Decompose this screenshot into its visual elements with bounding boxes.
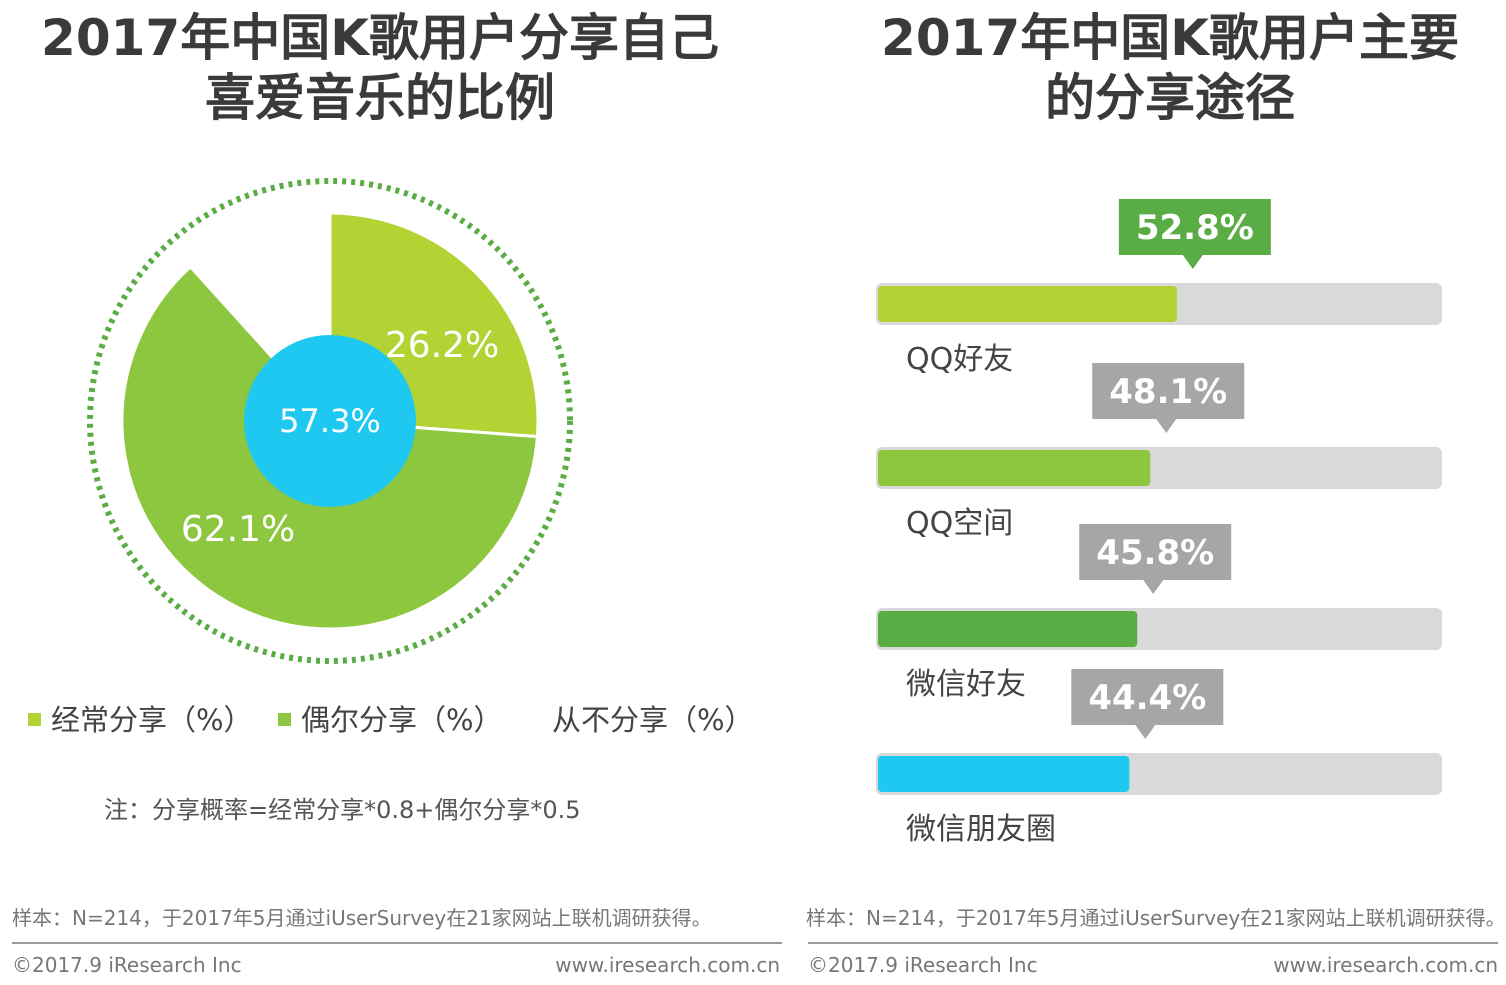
slice-label-sometimes: 62.1% bbox=[181, 509, 295, 550]
value-callout-wechat-moments bbox=[1071, 669, 1224, 725]
left-panel: 2017年中国K歌用户分享自己 喜爱音乐的比例 57.3% 26.2% 62.1… bbox=[12, 8, 788, 977]
donut-dotted-border bbox=[87, 178, 573, 664]
category-label-wechat-friends: 微信好友 bbox=[906, 667, 1026, 702]
left-chart-title: 2017年中国K歌用户分享自己 喜爱音乐的比例 bbox=[30, 8, 730, 128]
left-footer-sample: 样本：N=214，于2017年5月通过iUserSurvey在21家网站上联机调… bbox=[12, 906, 712, 930]
bar-fill-qq-friends bbox=[878, 286, 1177, 322]
left-footer-copyright: ©2017.9 iResearch Inc bbox=[12, 953, 242, 977]
right-title-line-1: 2017年中国K歌用户主要 bbox=[881, 9, 1459, 67]
left-footer-url: www.iresearch.com.cn bbox=[555, 953, 780, 977]
category-label-qq-zone: QQ空间 bbox=[906, 506, 1013, 541]
legend-label-never: 从不分享（%） bbox=[552, 703, 754, 737]
value-callout-pointer-qq-zone bbox=[1156, 419, 1177, 433]
value-callout-qq-friends bbox=[1118, 199, 1271, 255]
right-panel: 2017年中国K歌用户主要 的分享途径 52.8% QQ好友 48.1% QQ空间 45… bbox=[790, 0, 1506, 985]
right-footer-divider bbox=[808, 942, 1498, 944]
legend-label-often: 经常分享（%） bbox=[51, 703, 253, 737]
value-callout-pointer-wechat-moments bbox=[1135, 725, 1156, 739]
value-callout-wechat-friends bbox=[1079, 524, 1232, 580]
right-title-line-2: 的分享途径 bbox=[1045, 69, 1295, 127]
legend-swatch-sometimes bbox=[278, 712, 291, 726]
right-footer-copyright: ©2017.9 iResearch Inc bbox=[808, 953, 1038, 977]
value-callout-pointer-wechat-friends bbox=[1143, 580, 1164, 594]
donut-chart: 57.3% 26.2% 62.1% bbox=[87, 178, 573, 664]
slice-label-often: 26.2% bbox=[385, 325, 499, 366]
value-label-qq-zone: 48.1% bbox=[1109, 372, 1227, 412]
value-label-qq-friends: 52.8% bbox=[1136, 208, 1254, 248]
left-title-line-1: 2017年中国K歌用户分享自己 bbox=[41, 9, 719, 67]
value-label-wechat-friends: 45.8% bbox=[1096, 533, 1214, 573]
bar-fill-wechat-moments bbox=[878, 756, 1130, 792]
right-footer-sample: 样本：N=214，于2017年5月通过iUserSurvey在21家网站上联机调… bbox=[806, 906, 1506, 930]
formula-note: 注：分享概率=经常分享*0.8+偶尔分享*0.5 bbox=[104, 796, 581, 824]
value-label-wechat-moments: 44.4% bbox=[1088, 678, 1206, 718]
bar-fill-qq-zone bbox=[878, 450, 1151, 486]
legend-item-never: 从不分享（%） bbox=[552, 697, 754, 739]
left-footer-divider bbox=[12, 942, 782, 944]
share-channel-bar-chart: 52.8% QQ好友 48.1% QQ空间 45.8% 微信好友 44.4% 微信朋友圈 bbox=[876, 199, 1442, 847]
legend-swatch-often bbox=[28, 712, 41, 726]
value-callout-pointer-qq-friends bbox=[1182, 255, 1203, 269]
legend-item-often: 经常分享（%） bbox=[28, 697, 253, 739]
right-footer-url: www.iresearch.com.cn bbox=[1273, 953, 1498, 977]
donut-center-circle bbox=[244, 335, 416, 507]
left-title-line-2: 喜爱音乐的比例 bbox=[205, 69, 555, 127]
legend-item-sometimes: 偶尔分享（%） bbox=[278, 697, 503, 739]
category-label-qq-friends: QQ好友 bbox=[906, 342, 1013, 377]
right-chart-title: 2017年中国K歌用户主要 的分享途径 bbox=[850, 8, 1490, 128]
bar-fill-wechat-friends bbox=[878, 611, 1138, 647]
legend-label-sometimes: 偶尔分享（%） bbox=[301, 703, 503, 737]
donut-legend: 经常分享（%） 偶尔分享（%） 从不分享（%） bbox=[28, 697, 788, 741]
category-label-wechat-moments: 微信朋友圈 bbox=[906, 812, 1056, 847]
value-callout-qq-zone bbox=[1092, 363, 1245, 419]
donut-center-label: 57.3% bbox=[279, 402, 381, 440]
